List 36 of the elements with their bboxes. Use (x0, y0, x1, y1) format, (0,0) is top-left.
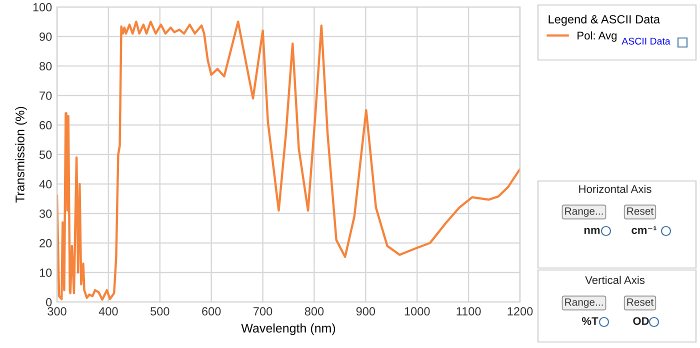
x-tick-label: 500 (150, 307, 170, 316)
y-tick-label: 60 (40, 121, 52, 130)
text: Range... (565, 298, 603, 308)
text: nm (584, 228, 600, 234)
y-axis-title: Transmission (%) (15, 106, 27, 203)
y-tick-label: 70 (40, 92, 52, 100)
legend-title: Legend & ASCII Data (548, 14, 660, 26)
y-tick-label: 80 (40, 62, 52, 70)
y-tick-label: 40 (39, 180, 52, 188)
y-tick-label: 90 (40, 32, 52, 41)
x-tick-label: 600 (202, 307, 221, 316)
x-tick-label: 1200 (508, 307, 533, 316)
x-tick-label: 300 (48, 307, 66, 316)
y-tick-label: 50 (39, 150, 52, 159)
text: Horizontal Axis (579, 184, 652, 193)
x-tick-label: 400 (98, 307, 118, 316)
x-axis-title: Wavelength (nm) (241, 323, 336, 336)
text: cm⁻¹ (632, 226, 656, 234)
text: Reset (627, 298, 654, 306)
text: Range... (565, 208, 603, 217)
x-tick-label: 800 (304, 307, 324, 316)
text: Reset (627, 208, 654, 215)
y-tick-label: 0 (46, 298, 52, 306)
y-tick-label: 30 (39, 210, 52, 218)
legend-label: Pol: Avg (578, 31, 617, 42)
y-tick-label: 20 (40, 239, 52, 248)
text: ASCII Data (622, 38, 670, 45)
x-tick-label: 1100 (456, 307, 481, 316)
text: %T (582, 317, 598, 325)
x-tick-label: 1000 (404, 307, 430, 316)
text: OD (633, 317, 649, 325)
x-tick-label: 900 (356, 307, 376, 316)
y-tick-label: 10 (40, 268, 52, 277)
y-tick-label: 100 (33, 3, 52, 12)
text: Vertical Axis (585, 276, 645, 284)
x-tick-label: 700 (254, 307, 272, 316)
